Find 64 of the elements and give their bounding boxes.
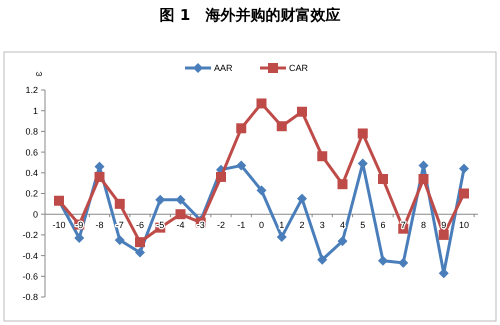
point [276,121,287,132]
point [418,174,428,184]
point [378,174,388,184]
x-tick-label: -9 [75,220,84,230]
point [459,164,469,174]
y-tick-label: -0.2 [22,230,38,240]
x-tick-label: 5 [360,220,366,230]
x-tick-label: 8 [420,220,426,230]
legend-label: CAR [289,63,308,74]
y-tick-label: 0.4 [25,168,38,178]
x-tick-label: 0 [258,220,264,230]
legend-label: AAR [214,63,234,74]
point [438,230,449,240]
point [236,160,246,171]
x-tick-label: 4 [340,220,346,230]
y-tick-label: 0.8 [25,126,38,137]
x-tick-label: -2 [216,220,226,230]
point [176,194,186,205]
x-tick-label: 1 [279,220,284,230]
point [135,247,145,258]
x-tick-label: -1 [237,220,246,230]
x-tick-label: -8 [95,220,104,230]
point [276,232,287,242]
x-tick-label: -5 [156,220,164,230]
y-tick-label: 1.2 [25,85,38,96]
point [297,194,307,204]
x-tick-label: 9 [441,220,446,230]
point [256,185,266,196]
y-tick-label: -0.4 [22,250,38,261]
x-tick-label: 2 [299,220,305,230]
chart-title: 图 1 海外并购的财富效应 [160,6,340,24]
point [338,236,348,246]
point [236,123,246,134]
point [176,209,186,220]
point [94,172,104,182]
point [317,151,328,162]
y-tick-label: -0.6 [22,271,38,282]
y-tick-label: 0.6 [25,147,38,158]
y-tick-label: 1 [32,106,38,116]
point [358,128,368,138]
point [398,258,408,268]
point [74,233,84,244]
point [135,237,145,248]
point [216,172,226,182]
point [317,254,328,265]
point [378,256,388,266]
x-tick-label: 10 [458,220,470,230]
point [297,106,307,117]
y-tick-label: 0.2 [25,188,38,199]
x-tick-label: 6 [380,220,386,230]
point [256,98,266,108]
x-tick-label: -4 [176,220,185,230]
x-tick-label: 7 [400,220,406,230]
y-tick-label: -0.8 [22,292,38,302]
y-tick-label: 0 [32,209,38,220]
x-tick-label: -6 [136,220,144,230]
point [114,235,125,246]
point [155,194,166,205]
y-axis-title: ω [36,69,42,78]
point [338,179,348,190]
point [114,198,125,209]
x-tick-label: -10 [52,220,66,230]
point [459,188,469,198]
x-tick-label: 3 [320,220,325,230]
